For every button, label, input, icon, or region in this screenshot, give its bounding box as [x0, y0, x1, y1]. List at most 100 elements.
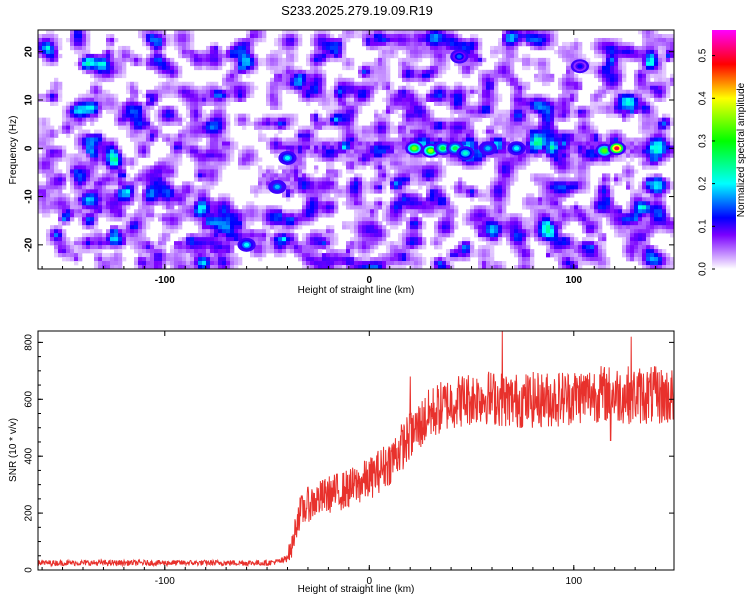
heatmap-cell: [650, 85, 655, 91]
heatmap-cell: [342, 185, 347, 190]
heatmap-cell: [42, 141, 47, 146]
heatmap-cell: [350, 181, 355, 186]
heatmap-cell: [374, 177, 379, 182]
heatmap-cell: [522, 137, 527, 142]
heatmap-cell: [322, 101, 327, 106]
heatmap-cell: [622, 117, 627, 122]
heatmap-cell: [70, 129, 75, 134]
heatmap-cell: [122, 185, 127, 190]
heatmap-cell: [102, 197, 107, 202]
heatmap-cell: [658, 53, 663, 59]
heatmap-cell: [110, 197, 115, 202]
heatmap-cell: [46, 125, 51, 130]
heatmap-cell: [202, 153, 207, 158]
heatmap-cell: [310, 137, 315, 142]
heatmap-cell: [222, 129, 227, 134]
heatmap-cell: [450, 161, 455, 166]
heatmap-cell: [430, 185, 435, 190]
heatmap-cell: [218, 141, 223, 146]
heatmap-cell: [74, 113, 79, 118]
heatmap-cell: [546, 181, 551, 186]
heatmap-cell: [470, 85, 475, 91]
heatmap-cell: [42, 181, 47, 186]
heatmap-cell: [518, 93, 523, 99]
heatmap-cell: [626, 181, 631, 186]
heatmap-cell: [150, 97, 155, 102]
heatmap-cell: [238, 61, 243, 67]
heatmap-cell: [446, 49, 451, 55]
heatmap-cell: [538, 113, 543, 118]
heatmap-cell: [462, 69, 467, 75]
heatmap-cell: [162, 37, 167, 43]
heatmap-cell: [42, 137, 47, 142]
heatmap-cell: [406, 77, 411, 83]
heatmap-cell: [654, 193, 659, 198]
heatmap-cell: [226, 145, 231, 150]
heatmap-cell: [362, 81, 367, 87]
heatmap-cell: [658, 125, 663, 130]
heatmap-cell: [426, 189, 431, 194]
heatmap-cell: [606, 161, 611, 166]
heatmap-cell: [146, 97, 151, 102]
heatmap-cell: [394, 189, 399, 194]
heatmap-cell: [642, 189, 647, 194]
heatmap-cell: [206, 185, 211, 190]
heatmap-cell: [338, 73, 343, 79]
heatmap-cell: [218, 97, 223, 102]
heatmap-cell: [590, 137, 595, 142]
heatmap-cell: [342, 161, 347, 166]
heatmap-cell: [102, 169, 107, 174]
heatmap-cell: [598, 133, 603, 138]
heatmap-cell: [150, 41, 155, 47]
heatmap-cell: [462, 129, 467, 134]
heatmap-cell: [562, 193, 567, 198]
heatmap-cell: [398, 193, 403, 198]
heatmap-cell: [638, 117, 643, 122]
heatmap-cell: [386, 57, 391, 63]
heatmap-cell: [622, 177, 627, 182]
heatmap-cell: [94, 73, 99, 79]
heatmap-cell: [378, 61, 383, 67]
heatmap-cell: [318, 30, 323, 35]
heatmap-cell: [314, 137, 319, 142]
heatmap-cell: [358, 161, 363, 166]
heatmap-cell: [534, 173, 539, 178]
heatmap-cell: [370, 189, 375, 194]
heatmap-cell: [422, 53, 427, 59]
heatmap-cell: [210, 117, 215, 122]
heatmap-cell: [350, 57, 355, 63]
heatmap-cell: [54, 197, 59, 202]
heatmap-cell: [158, 37, 163, 43]
heatmap-cell: [190, 125, 195, 130]
heatmap-cell: [578, 53, 583, 59]
heatmap-cell: [170, 141, 175, 146]
heatmap-cell: [446, 121, 451, 126]
heatmap-cell: [438, 133, 443, 138]
heatmap-cell: [646, 189, 651, 194]
heatmap-cell: [94, 65, 99, 71]
heatmap-cell: [470, 61, 475, 67]
heatmap-cell: [402, 189, 407, 194]
heatmap-cell: [318, 157, 323, 162]
heatmap-cell: [346, 153, 351, 158]
heatmap-cell: [466, 65, 471, 71]
heatmap-cell: [622, 57, 627, 63]
heatmap-cell: [474, 41, 479, 47]
heatmap-cell: [294, 145, 299, 150]
heatmap-cell: [414, 41, 419, 47]
heatmap-cell: [238, 57, 243, 63]
heatmap-cell: [574, 109, 579, 114]
heatmap-cell: [166, 161, 171, 166]
heatmap-cell: [94, 141, 99, 146]
heatmap-cell: [178, 93, 183, 99]
heatmap-cell: [314, 141, 319, 146]
heatmap-cell: [42, 173, 47, 178]
heatmap-cell: [522, 33, 527, 39]
heatmap-cell: [218, 113, 223, 118]
heatmap-cell: [406, 153, 411, 158]
heatmap-cell: [286, 73, 291, 79]
heatmap-cell: [646, 97, 651, 102]
heatmap-cell: [454, 193, 459, 198]
heatmap-cell: [54, 89, 59, 95]
heatmap-cell: [314, 53, 319, 59]
